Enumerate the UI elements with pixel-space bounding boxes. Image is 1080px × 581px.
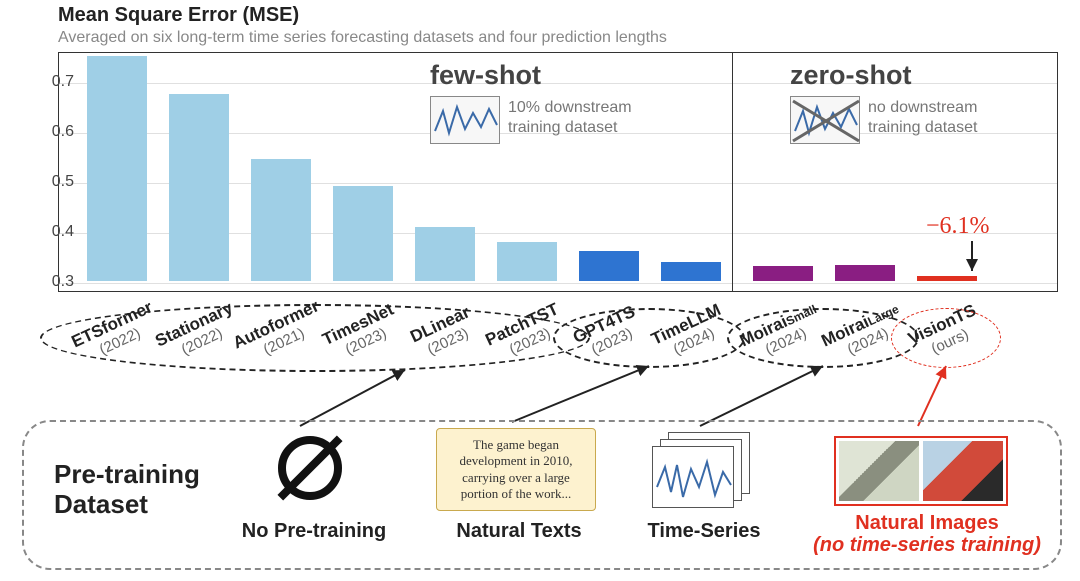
- pretraining-title: Pre-training Dataset: [54, 460, 200, 520]
- bar-moirai: [753, 266, 813, 281]
- ytick-label: 0.4: [52, 223, 74, 241]
- bar-dlinear: [415, 227, 475, 281]
- bar-stationary: [169, 94, 229, 282]
- bar-timellm: [661, 262, 721, 281]
- image-thumb: [839, 441, 919, 501]
- group-ellipse: [891, 308, 1001, 368]
- fewshot-zeroshot-divider: [732, 53, 733, 291]
- pretraining-title-l2: Dataset: [54, 489, 148, 519]
- delta-label: −6.1%: [926, 213, 990, 240]
- fewshot-title: few-shot: [430, 60, 541, 91]
- bar-autoformer: [251, 159, 311, 282]
- ytick-label: 0.7: [52, 73, 74, 91]
- group-ellipse: [40, 304, 590, 372]
- gridline: [59, 283, 1057, 284]
- ytick-label: 0.3: [52, 273, 74, 291]
- natural-texts-card: The game began development in 2010, carr…: [436, 428, 596, 511]
- image-thumb: [923, 441, 1003, 501]
- chart-title: Mean Square Error (MSE): [58, 4, 667, 27]
- pretraining-panel: Pre-training Dataset No Pre-training The…: [22, 420, 1062, 570]
- no-pretraining-icon: [278, 436, 342, 500]
- natural-images-thumb-row: [834, 436, 1008, 506]
- bar-gpt4ts: [579, 251, 639, 281]
- chart-title-block: Mean Square Error (MSE) Averaged on six …: [58, 4, 667, 47]
- chart-subtitle: Averaged on six long-term time series fo…: [58, 29, 667, 47]
- bar-visionts: [917, 276, 977, 281]
- timeseries-thumb: [652, 446, 734, 508]
- bar-timesnet: [333, 186, 393, 281]
- natural-images-label-l1: Natural Images: [855, 512, 998, 534]
- figure-root: { "title": { "main": "Mean Square Error …: [0, 0, 1080, 581]
- natural-images-label-l2: (no time-series training): [813, 534, 1041, 556]
- timeseries-thumb-stack: [652, 432, 752, 508]
- zeroshot-title: zero-shot: [790, 60, 912, 91]
- natural-texts-label: Natural Texts: [434, 520, 604, 543]
- bar-patchtst: [497, 242, 557, 281]
- timeseries-spark-icon: [653, 447, 735, 509]
- no-pretraining-label: No Pre-training: [214, 520, 414, 543]
- natural-images-label: Natural Images (no time-series training): [802, 512, 1052, 556]
- pretraining-title-l1: Pre-training: [54, 459, 200, 489]
- bar-moirai: [835, 265, 895, 281]
- ytick-label: 0.6: [52, 123, 74, 141]
- ytick-label: 0.5: [52, 173, 74, 191]
- group-ellipse: [553, 308, 745, 368]
- timeseries-label: Time-Series: [624, 520, 784, 543]
- bar-etsformer: [87, 56, 147, 281]
- zeroshot-desc: no downstreamtraining dataset: [868, 98, 977, 138]
- zeroshot-thumb: [790, 96, 860, 144]
- fewshot-desc: 10% downstreamtraining dataset: [508, 98, 632, 138]
- fewshot-thumb: [430, 96, 500, 144]
